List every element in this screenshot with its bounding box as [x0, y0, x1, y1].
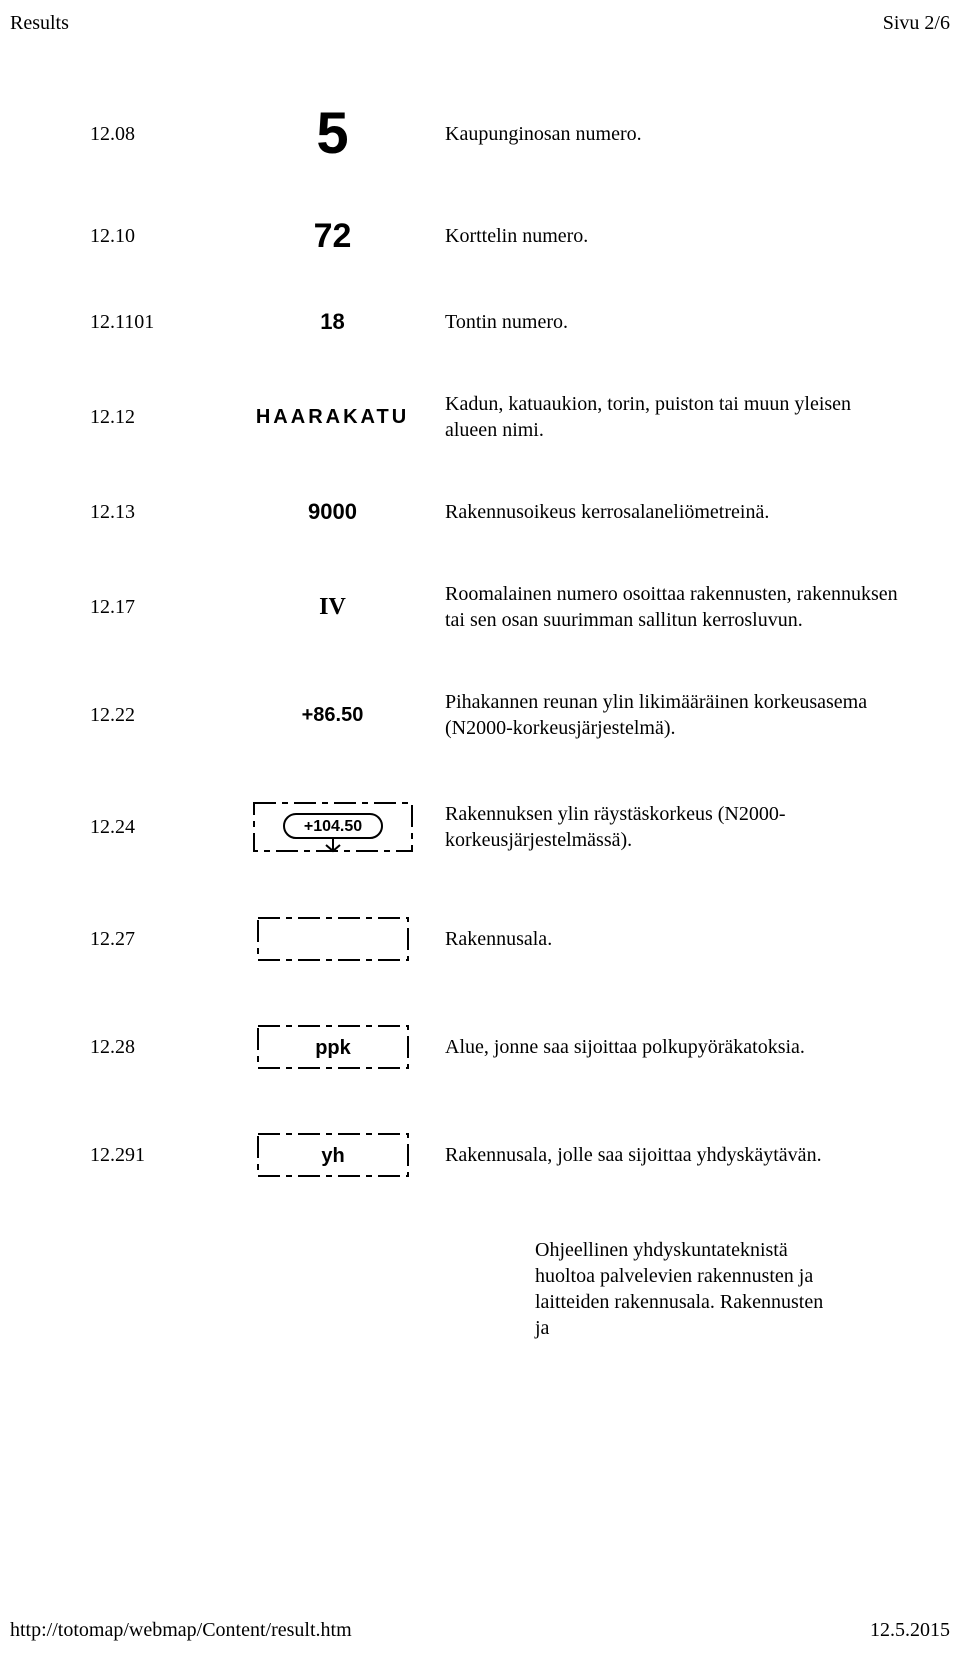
table-row: 12.27 Rakennusala. [90, 913, 900, 965]
header-page-indicator: Sivu 2/6 [883, 12, 950, 35]
symbol-text: ppk [315, 1037, 351, 1059]
symbol-text: HAARAKATU [256, 406, 409, 429]
row-desc: Pihakannen reunan ylin likimääräinen kor… [445, 689, 900, 741]
row-symbol: 18 [220, 309, 445, 335]
dashed-box-icon: +104.50 [248, 797, 418, 857]
row-desc: Korttelin numero. [445, 223, 900, 249]
symbol-text: 9000 [308, 499, 357, 525]
row-code: 12.13 [90, 501, 220, 524]
row-symbol: 9000 [220, 499, 445, 525]
row-symbol: 5 [220, 105, 445, 163]
row-symbol: ppk [220, 1021, 445, 1073]
row-code: 12.27 [90, 928, 220, 951]
row-symbol: +104.50 [220, 797, 445, 857]
table-row: 12.17 IV Roomalainen numero osoittaa rak… [90, 581, 900, 633]
table-row: 12.12 HAARAKATU Kadun, katuaukion, torin… [90, 391, 900, 443]
row-code: 12.28 [90, 1036, 220, 1059]
symbol-text: yh [321, 1145, 344, 1167]
row-desc: Kaupunginosan numero. [445, 121, 900, 147]
symbol-text: 5 [316, 105, 348, 163]
header-title: Results [10, 12, 69, 35]
row-code: 12.12 [90, 406, 220, 429]
content-area: 12.08 5 Kaupunginosan numero. 12.10 72 K… [0, 35, 960, 1341]
row-desc: Rakennusoikeus kerrosalaneliömetreinä. [445, 499, 900, 525]
row-symbol [220, 913, 445, 965]
row-symbol: yh [220, 1129, 445, 1181]
row-symbol: +86.50 [220, 704, 445, 727]
row-code: 12.08 [90, 123, 220, 146]
row-symbol: IV [220, 594, 445, 621]
row-desc: Rakennusala. [445, 926, 900, 952]
dashed-box-icon [253, 913, 413, 965]
row-desc: Tontin numero. [445, 309, 900, 335]
row-symbol: 72 [220, 219, 445, 253]
symbol-text: 18 [320, 309, 344, 335]
symbol-text: +86.50 [302, 704, 364, 727]
table-row: 12.28 ppk Alue, jonne saa sijoittaa polk… [90, 1021, 900, 1073]
table-row: 12.13 9000 Rakennusoikeus kerrosalaneliö… [90, 499, 900, 525]
table-row: 12.10 72 Korttelin numero. [90, 219, 900, 253]
dashed-box-icon: ppk [253, 1021, 413, 1073]
row-code: 12.291 [90, 1144, 220, 1167]
row-code: 12.17 [90, 596, 220, 619]
row-desc: Rakennuksen ylin räystäskorkeus (N2000-k… [445, 801, 900, 853]
table-row: 12.291 yh Rakennusala, jolle saa sijoitt… [90, 1129, 900, 1181]
table-row: 12.22 +86.50 Pihakannen reunan ylin liki… [90, 689, 900, 741]
page-footer: http://totomap/webmap/Content/result.htm… [10, 1619, 950, 1642]
page-header: Results Sivu 2/6 [0, 0, 960, 35]
table-row: 12.1101 18 Tontin numero. [90, 309, 900, 335]
symbol-text: 72 [314, 219, 352, 253]
row-code: 12.10 [90, 225, 220, 248]
footer-url: http://totomap/webmap/Content/result.htm [10, 1619, 352, 1642]
table-row: 12.08 5 Kaupunginosan numero. [90, 105, 900, 163]
dashed-box-icon: yh [253, 1129, 413, 1181]
continuation-text: Ohjeellinen yhdyskuntateknistä huoltoa p… [90, 1237, 900, 1341]
row-desc: Rakennusala, jolle saa sijoittaa yhdyskä… [445, 1142, 900, 1168]
symbol-text: +104.50 [303, 818, 361, 835]
table-row: 12.24 +104.50 Rakennuksen ylin räystäsko… [90, 797, 900, 857]
footer-date: 12.5.2015 [870, 1619, 950, 1642]
row-symbol: HAARAKATU [220, 406, 445, 429]
row-desc: Roomalainen numero osoittaa rakennusten,… [445, 581, 900, 633]
row-desc: Kadun, katuaukion, torin, puiston tai mu… [445, 391, 900, 443]
row-code: 12.24 [90, 816, 220, 839]
row-code: 12.22 [90, 704, 220, 727]
row-desc: Alue, jonne saa sijoittaa polkupyöräkato… [445, 1034, 900, 1060]
row-code: 12.1101 [90, 311, 220, 334]
symbol-text: IV [319, 594, 346, 621]
